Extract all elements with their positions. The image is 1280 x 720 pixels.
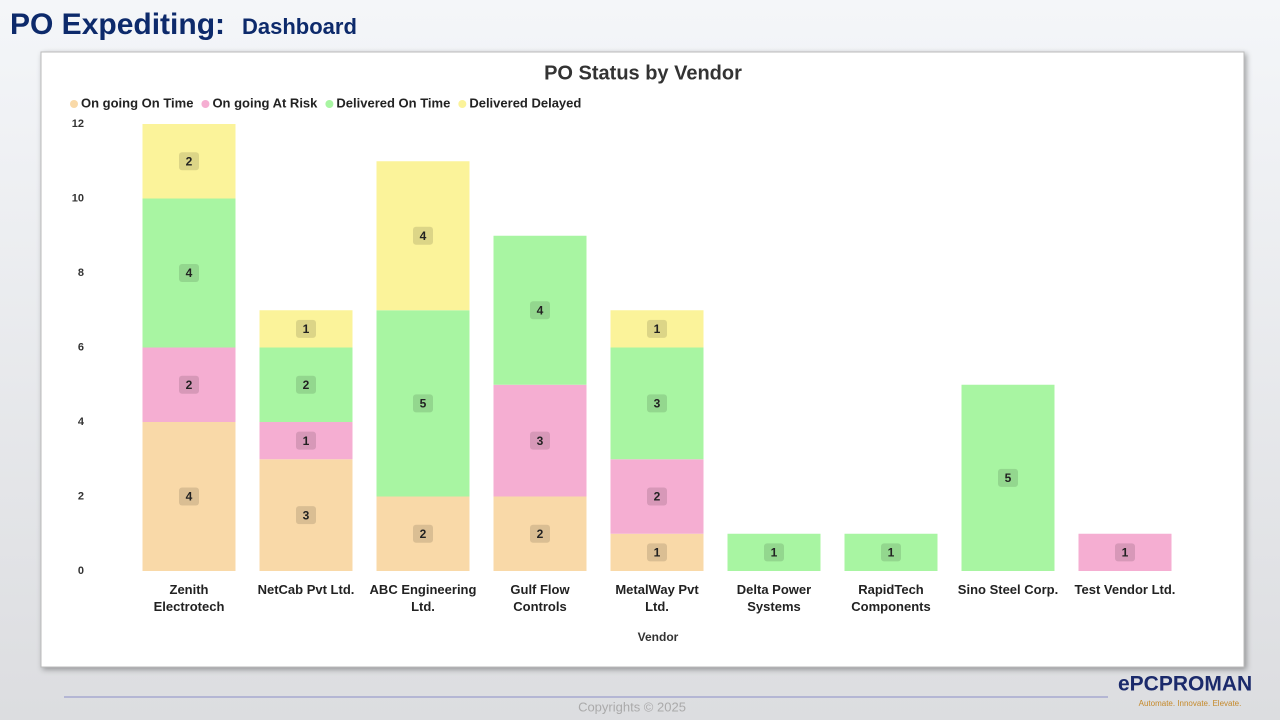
legend-label: Delivered Delayed	[469, 95, 581, 110]
legend-label: Delivered On Time	[336, 95, 450, 110]
value-label-bg	[179, 375, 199, 394]
value-label: 4	[186, 490, 193, 504]
value-label-bg	[1115, 543, 1135, 562]
value-label: 1	[1122, 546, 1129, 560]
value-label-bg	[413, 394, 433, 413]
y-tick-label: 0	[78, 565, 84, 577]
y-tick-label: 2	[78, 490, 84, 502]
value-label: 3	[537, 434, 544, 448]
value-label: 1	[654, 322, 661, 336]
value-label: 2	[303, 378, 310, 392]
value-label-bg	[764, 543, 784, 562]
value-label: 5	[420, 397, 427, 411]
value-label-bg	[296, 506, 316, 525]
page-title: PO Expediting:	[10, 8, 225, 41]
x-tick-label: NetCab Pvt Ltd.	[257, 582, 355, 597]
bar-segment	[259, 347, 353, 422]
copyright: Copyrights © 2025	[578, 699, 686, 714]
bar-segment	[961, 384, 1055, 571]
legend-label: On going At Risk	[212, 95, 318, 110]
x-tick-label: Sino Steel Corp.	[957, 582, 1059, 597]
x-tick-label: Zenith Electrotech	[153, 582, 225, 614]
bar-segment	[376, 496, 470, 571]
value-label-bg	[413, 524, 433, 543]
x-tick-label: Delta Power Systems	[736, 582, 812, 614]
value-label: 3	[303, 508, 310, 522]
y-tick-label: 10	[72, 192, 84, 204]
logo: ePCPROMAN	[1118, 673, 1252, 696]
value-label-bg	[530, 524, 550, 543]
value-label-bg	[647, 394, 667, 413]
value-label: 2	[186, 154, 193, 168]
y-tick-label: 6	[78, 341, 84, 353]
value-label-bg	[179, 264, 199, 282]
value-label: 4	[537, 303, 544, 317]
x-tick-label: MetalWay Pvt Ltd.	[615, 582, 699, 614]
x-tick-label: Gulf Flow Controls	[510, 582, 570, 614]
x-tick-label: RapidTech Components	[851, 582, 931, 614]
value-label: 1	[771, 546, 778, 560]
bar-segment	[142, 124, 236, 199]
value-label: 4	[186, 266, 193, 280]
value-label: 1	[303, 434, 310, 448]
bar-segment	[610, 459, 704, 534]
value-label: 1	[303, 322, 310, 336]
value-label-bg	[530, 431, 550, 450]
bar-segment	[376, 161, 470, 311]
value-label: 2	[186, 378, 193, 392]
y-tick-label: 4	[78, 416, 85, 428]
bar-segment	[259, 310, 353, 348]
chart-title: PO Status by Vendor	[544, 62, 742, 84]
value-label-bg	[647, 543, 667, 562]
value-label: 1	[654, 546, 661, 560]
legend-swatch	[325, 100, 334, 108]
tagline: Automate. Innovate. Elevate.	[1139, 699, 1242, 708]
bar-segment	[610, 347, 704, 460]
value-label-bg	[296, 431, 316, 450]
y-tick-label: 12	[72, 118, 84, 130]
bar-segment	[727, 533, 821, 571]
value-label-bg	[881, 543, 901, 562]
value-label-bg	[296, 375, 316, 394]
legend-label: On going On Time	[81, 95, 193, 110]
value-label: 5	[1005, 471, 1012, 485]
value-label: 2	[537, 527, 544, 541]
bar-segment	[259, 422, 353, 460]
value-label: 3	[654, 397, 661, 411]
bar-segment	[142, 422, 236, 571]
value-label-bg	[647, 319, 667, 338]
value-label: 1	[888, 546, 895, 560]
page-subtitle: Dashboard	[242, 14, 357, 39]
bar-segment	[142, 347, 236, 422]
legend-swatch	[201, 100, 210, 108]
bar-segment	[610, 310, 704, 348]
value-label: 2	[654, 490, 661, 504]
value-label-bg	[179, 152, 199, 171]
legend-swatch	[458, 100, 467, 108]
x-tick-label: ABC Engineering Ltd.	[369, 582, 477, 614]
bar-segment	[844, 533, 938, 571]
bar-segment	[610, 533, 704, 571]
value-label: 4	[420, 229, 427, 243]
bar-segment	[1078, 533, 1172, 571]
x-tick-label: Test Vendor Ltd.	[1074, 582, 1176, 597]
value-label-bg	[296, 319, 316, 338]
value-label-bg	[530, 301, 550, 320]
value-label-bg	[998, 468, 1018, 487]
value-label-bg	[413, 226, 433, 245]
x-axis-label: Vendor	[638, 630, 679, 644]
value-label-bg	[647, 487, 667, 506]
value-label: 2	[420, 527, 427, 541]
bar-segment	[493, 496, 587, 571]
bar-segment	[493, 384, 587, 497]
bar-segment	[259, 459, 353, 571]
y-tick-label: 8	[78, 267, 84, 279]
bar-segment	[376, 310, 470, 497]
bar-segment	[142, 198, 236, 348]
bar-segment	[493, 235, 587, 385]
legend-swatch	[70, 100, 78, 108]
value-label-bg	[179, 487, 199, 506]
